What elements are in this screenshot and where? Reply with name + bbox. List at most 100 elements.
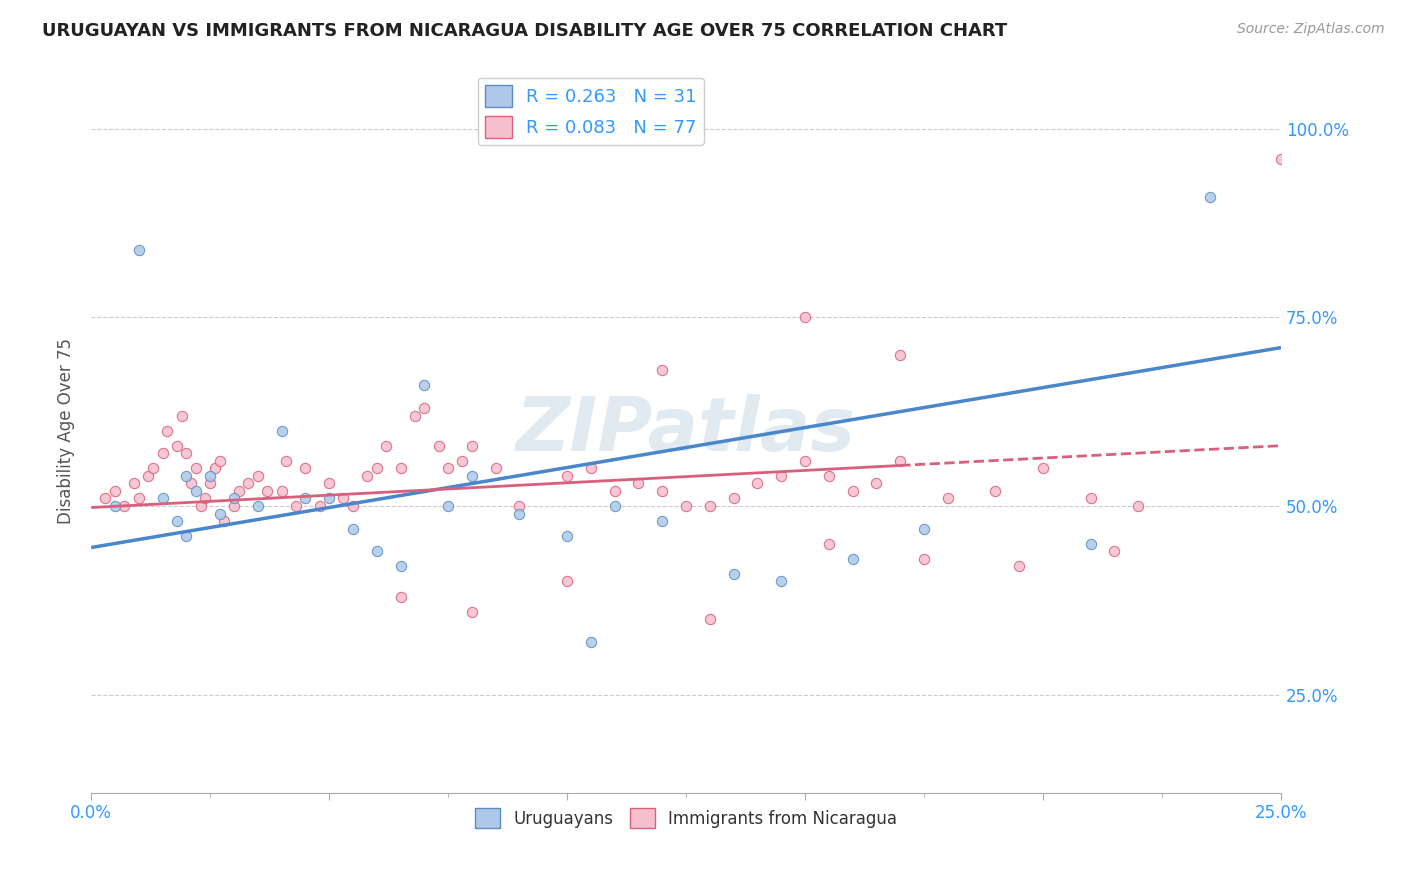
Point [699, 499, 721, 513]
Point [198, 476, 221, 491]
Point [603, 483, 626, 498]
Point [651, 514, 673, 528]
Point [194, 491, 217, 506]
Point [270, 424, 292, 438]
Point [156, 424, 179, 438]
Point [451, 454, 474, 468]
Point [152, 446, 174, 460]
Point [936, 491, 959, 506]
Point [461, 468, 484, 483]
Point [128, 491, 150, 506]
Point [1270, 152, 1292, 166]
Point [1008, 559, 1031, 574]
Point [122, 476, 145, 491]
Point [794, 310, 817, 325]
Point [508, 507, 530, 521]
Point [198, 468, 221, 483]
Point [342, 499, 364, 513]
Point [166, 439, 188, 453]
Point [579, 461, 602, 475]
Point [246, 468, 269, 483]
Point [180, 476, 202, 491]
Point [427, 439, 450, 453]
Point [413, 401, 436, 415]
Point [342, 522, 364, 536]
Point [170, 409, 193, 423]
Point [190, 499, 212, 513]
Point [603, 499, 626, 513]
Point [817, 468, 839, 483]
Point [579, 634, 602, 648]
Point [912, 551, 935, 566]
Point [389, 461, 412, 475]
Point [627, 476, 650, 491]
Point [555, 529, 578, 543]
Point [104, 483, 127, 498]
Point [404, 409, 426, 423]
Point [555, 574, 578, 589]
Point [94, 491, 117, 506]
Point [912, 522, 935, 536]
Point [294, 491, 316, 506]
Point [166, 514, 188, 528]
Point [889, 454, 911, 468]
Point [651, 483, 673, 498]
Point [817, 537, 839, 551]
Point [214, 514, 236, 528]
Text: Source: ZipAtlas.com: Source: ZipAtlas.com [1237, 22, 1385, 37]
Point [152, 491, 174, 506]
Point [176, 446, 198, 460]
Point [294, 461, 316, 475]
Point [104, 499, 127, 513]
Point [184, 461, 207, 475]
Point [770, 574, 793, 589]
Point [675, 499, 697, 513]
Point [366, 544, 388, 558]
Point [356, 468, 378, 483]
Point [1198, 190, 1220, 204]
Point [238, 476, 260, 491]
Point [256, 483, 278, 498]
Point [222, 491, 245, 506]
Point [984, 483, 1007, 498]
Point [176, 468, 198, 483]
Point [841, 551, 863, 566]
Text: URUGUAYAN VS IMMIGRANTS FROM NICARAGUA DISABILITY AGE OVER 75 CORRELATION CHART: URUGUAYAN VS IMMIGRANTS FROM NICARAGUA D… [42, 22, 1008, 40]
Point [128, 243, 150, 257]
Point [508, 499, 530, 513]
Point [142, 461, 165, 475]
Point [389, 590, 412, 604]
Point [747, 476, 769, 491]
Point [318, 476, 340, 491]
Point [413, 378, 436, 392]
Point [284, 499, 307, 513]
Point [208, 454, 231, 468]
Point [318, 491, 340, 506]
Point [375, 439, 398, 453]
Point [485, 461, 508, 475]
Point [841, 483, 863, 498]
Point [204, 461, 226, 475]
Point [437, 461, 460, 475]
Point [308, 499, 330, 513]
Point [184, 483, 207, 498]
Point [176, 529, 198, 543]
Text: ZIPatlas: ZIPatlas [516, 394, 856, 467]
Point [723, 566, 745, 581]
Point [461, 605, 484, 619]
Point [794, 454, 817, 468]
Point [1080, 491, 1102, 506]
Point [437, 499, 460, 513]
Point [865, 476, 887, 491]
Point [723, 491, 745, 506]
Point [889, 348, 911, 362]
Point [276, 454, 298, 468]
Legend: Uruguayans, Immigrants from Nicaragua: Uruguayans, Immigrants from Nicaragua [468, 801, 904, 835]
Point [208, 507, 231, 521]
Point [270, 483, 292, 498]
Y-axis label: Disability Age Over 75: Disability Age Over 75 [58, 337, 75, 524]
Point [1128, 499, 1150, 513]
Point [366, 461, 388, 475]
Point [555, 468, 578, 483]
Point [332, 491, 354, 506]
